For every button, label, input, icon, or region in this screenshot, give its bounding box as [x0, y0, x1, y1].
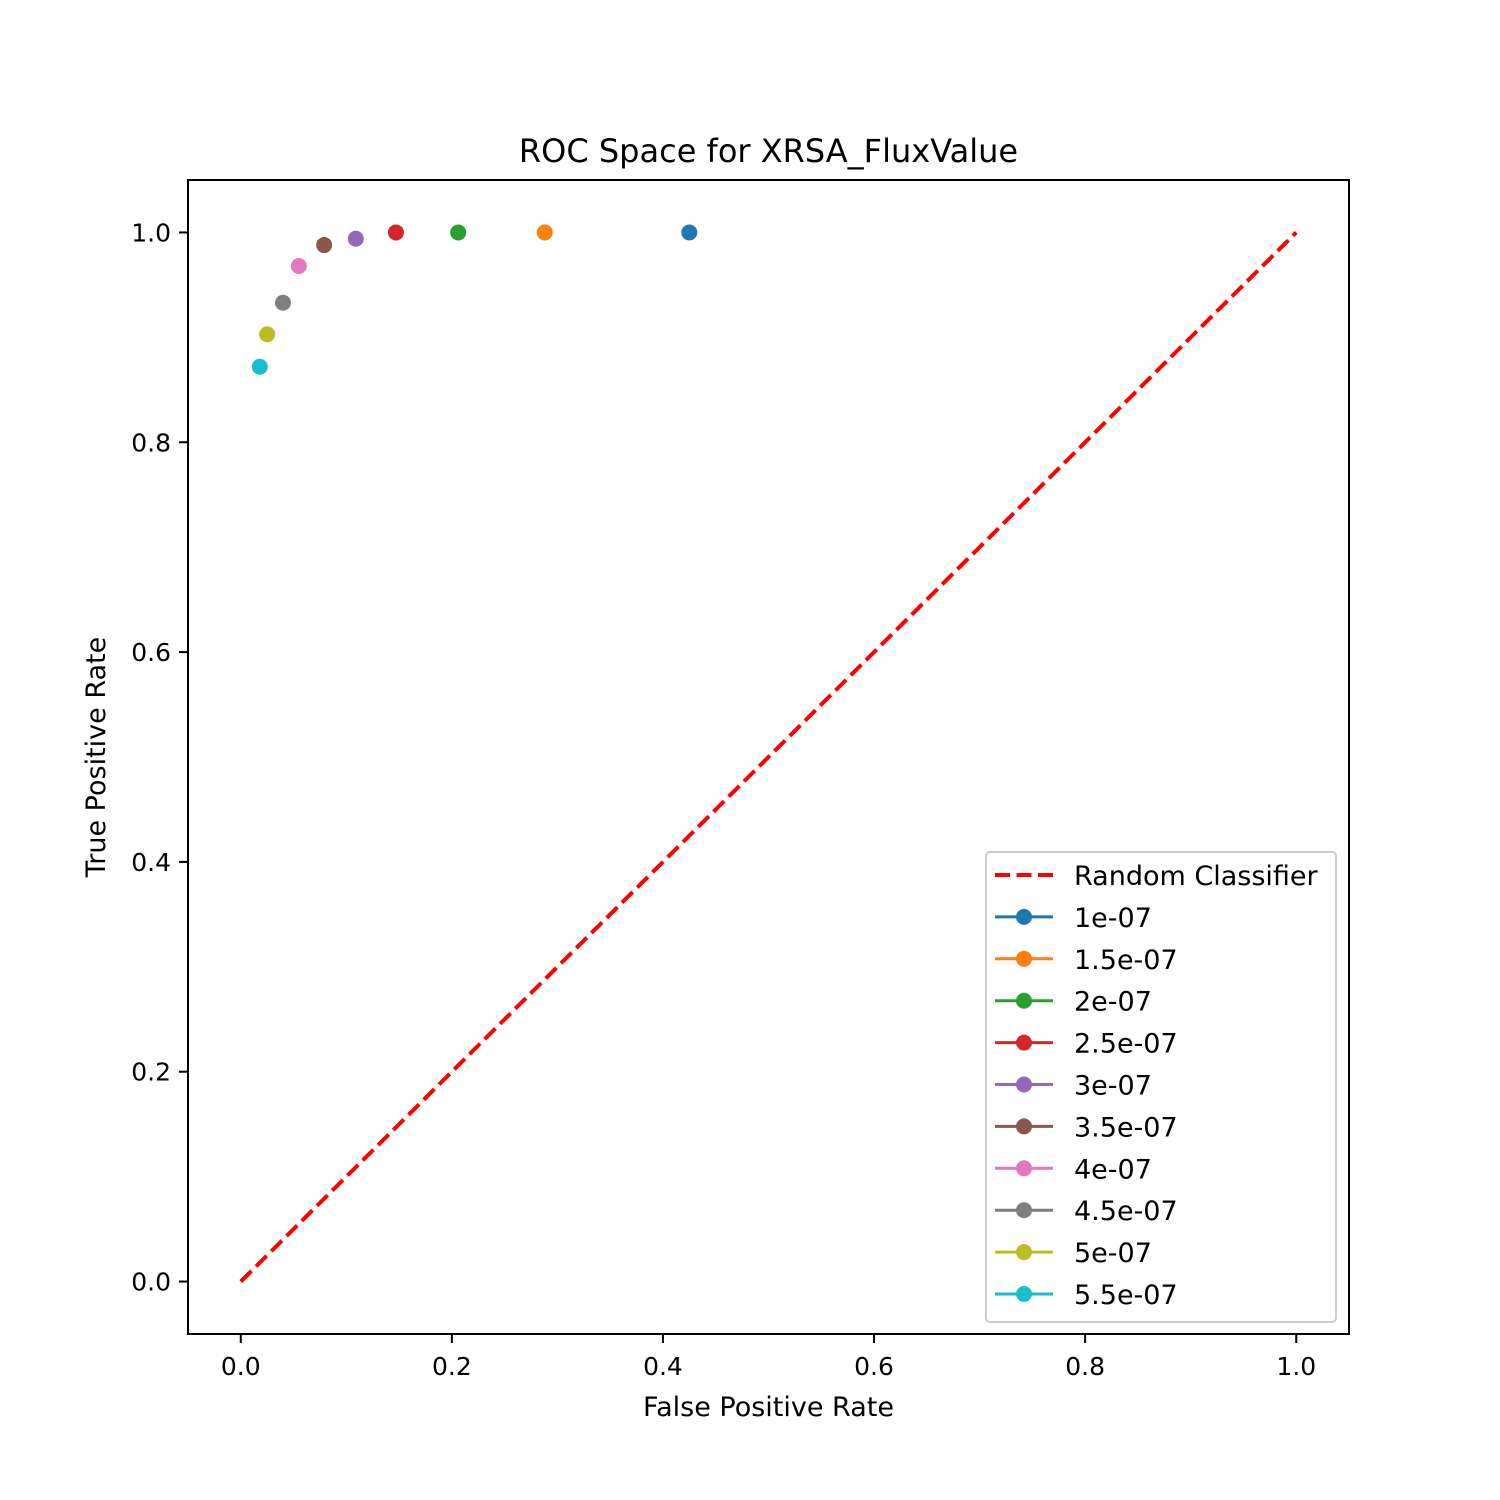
plot-frame	[187, 179, 1350, 1335]
x-tick-label: 0.0	[221, 1352, 261, 1381]
x-axis-title: False Positive Rate	[643, 1392, 894, 1423]
roc-point	[387, 224, 404, 241]
legend-label: 2e-07	[1074, 987, 1152, 1018]
legend-swatch-marker	[1016, 992, 1032, 1009]
y-tick-label: 0.2	[131, 1058, 171, 1087]
roc-point	[450, 224, 467, 241]
legend-swatch-marker	[1016, 1160, 1032, 1177]
y-tick-label: 0.0	[131, 1268, 171, 1297]
x-tick-label: 0.4	[643, 1352, 683, 1381]
x-tick-label: 0.2	[432, 1352, 472, 1381]
legend-swatch-marker	[1016, 1202, 1032, 1219]
y-tick-label: 0.6	[131, 638, 171, 667]
roc-point	[251, 358, 268, 375]
legend-swatch-marker	[1016, 908, 1032, 925]
legend-swatch-marker	[1016, 950, 1032, 967]
plot-area	[239, 224, 1298, 1283]
x-axis: 0.0 0.2 0.4 0.6 0.8 1.0	[221, 1334, 1316, 1381]
chart-title: ROC Space for XRSA_FluxValue	[519, 132, 1018, 170]
legend-label: 4e-07	[1074, 1154, 1152, 1185]
roc-point	[290, 258, 307, 275]
legend: Random Classifier 1e-07 1.5e-07 2e-07 2.5e-0…	[985, 851, 1337, 1323]
legend-swatch-marker	[1016, 1244, 1032, 1261]
random-classifier-line	[239, 231, 1298, 1283]
roc-point	[347, 230, 364, 247]
roc-point	[681, 224, 698, 241]
legend-label: 2.5e-07	[1074, 1029, 1178, 1060]
y-tick-label: 1.0	[131, 218, 171, 247]
x-tick-label: 0.8	[1065, 1352, 1105, 1381]
legend-label: 5e-07	[1074, 1238, 1152, 1269]
legend-label: 5.5e-07	[1074, 1280, 1178, 1311]
legend-swatch-marker	[1016, 1286, 1032, 1302]
roc-point	[259, 326, 276, 343]
roc-point	[274, 294, 291, 311]
x-tick-label: 1.0	[1276, 1352, 1316, 1381]
x-tick-label: 0.6	[854, 1352, 894, 1381]
roc-point	[316, 237, 333, 254]
y-tick-label: 0.4	[131, 848, 171, 877]
legend-swatch-marker	[1016, 1034, 1032, 1051]
y-tick-label: 0.8	[131, 428, 171, 457]
legend-swatch-marker	[1016, 1118, 1032, 1135]
y-axis: 0.0 0.2 0.4 0.6 0.8 1.0	[131, 218, 188, 1297]
legend-label: 4.5e-07	[1074, 1196, 1178, 1227]
roc-point	[536, 224, 553, 241]
legend-label: 1e-07	[1074, 903, 1152, 934]
legend-label: 3e-07	[1074, 1071, 1152, 1102]
legend-label: Random Classifier	[1074, 861, 1319, 892]
legend-swatch-marker	[1016, 1076, 1032, 1093]
y-axis-title: True Positive Rate	[81, 637, 112, 879]
legend-label: 1.5e-07	[1074, 945, 1178, 976]
legend-box	[985, 851, 1337, 1323]
legend-label: 3.5e-07	[1074, 1112, 1178, 1143]
